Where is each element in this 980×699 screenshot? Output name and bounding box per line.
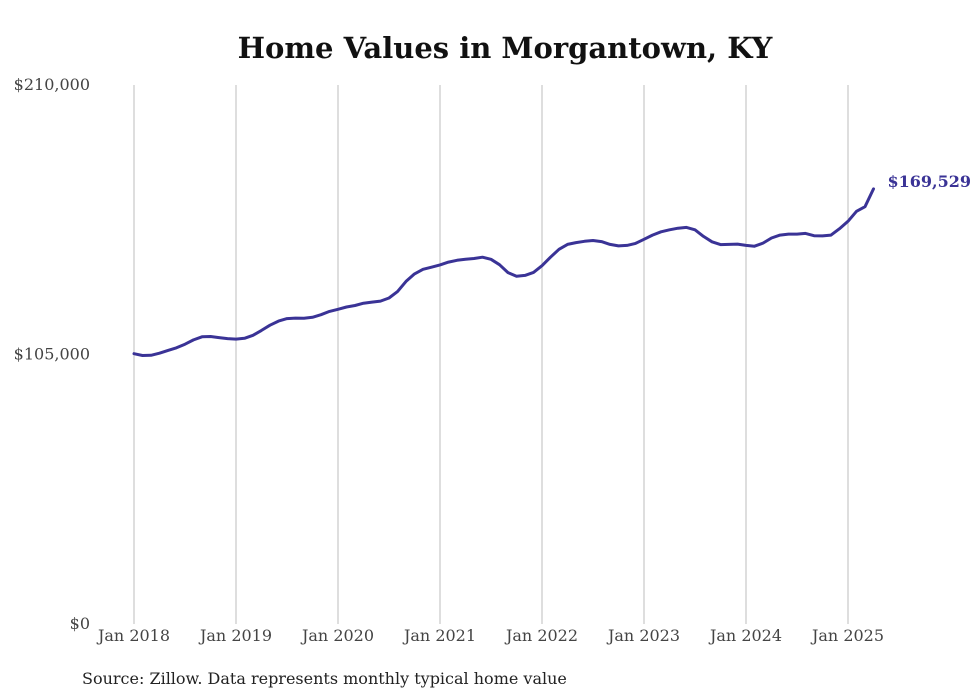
series-group	[132, 187, 875, 357]
x-tick-label: Jan 2019	[198, 626, 272, 645]
gridlines	[133, 85, 849, 624]
series-line-0	[132, 187, 875, 357]
x-axis-ticks: Jan 2018 Jan 2019 Jan 2020 Jan 2021 Jan 2022…	[96, 626, 884, 645]
y-tick-label: $0	[70, 614, 90, 633]
x-tick-label: Jan 2021	[402, 626, 476, 645]
end-value-label: $169,529	[888, 172, 972, 191]
x-tick-label: Jan 2020	[300, 626, 374, 645]
x-tick-label: Jan 2018	[96, 626, 170, 645]
chart-title: Home Values in Morgantown, KY	[238, 31, 773, 65]
y-tick-label: $105,000	[14, 345, 90, 364]
source-note: Source: Zillow. Data represents monthly …	[82, 669, 567, 688]
x-tick-label: Jan 2025	[810, 626, 884, 645]
x-tick-label: Jan 2024	[708, 626, 782, 645]
x-tick-label: Jan 2023	[606, 626, 680, 645]
x-tick-label: Jan 2022	[504, 626, 578, 645]
y-axis-ticks: $0 $105,000 $210,000	[14, 75, 90, 633]
y-tick-label: $210,000	[14, 75, 90, 94]
